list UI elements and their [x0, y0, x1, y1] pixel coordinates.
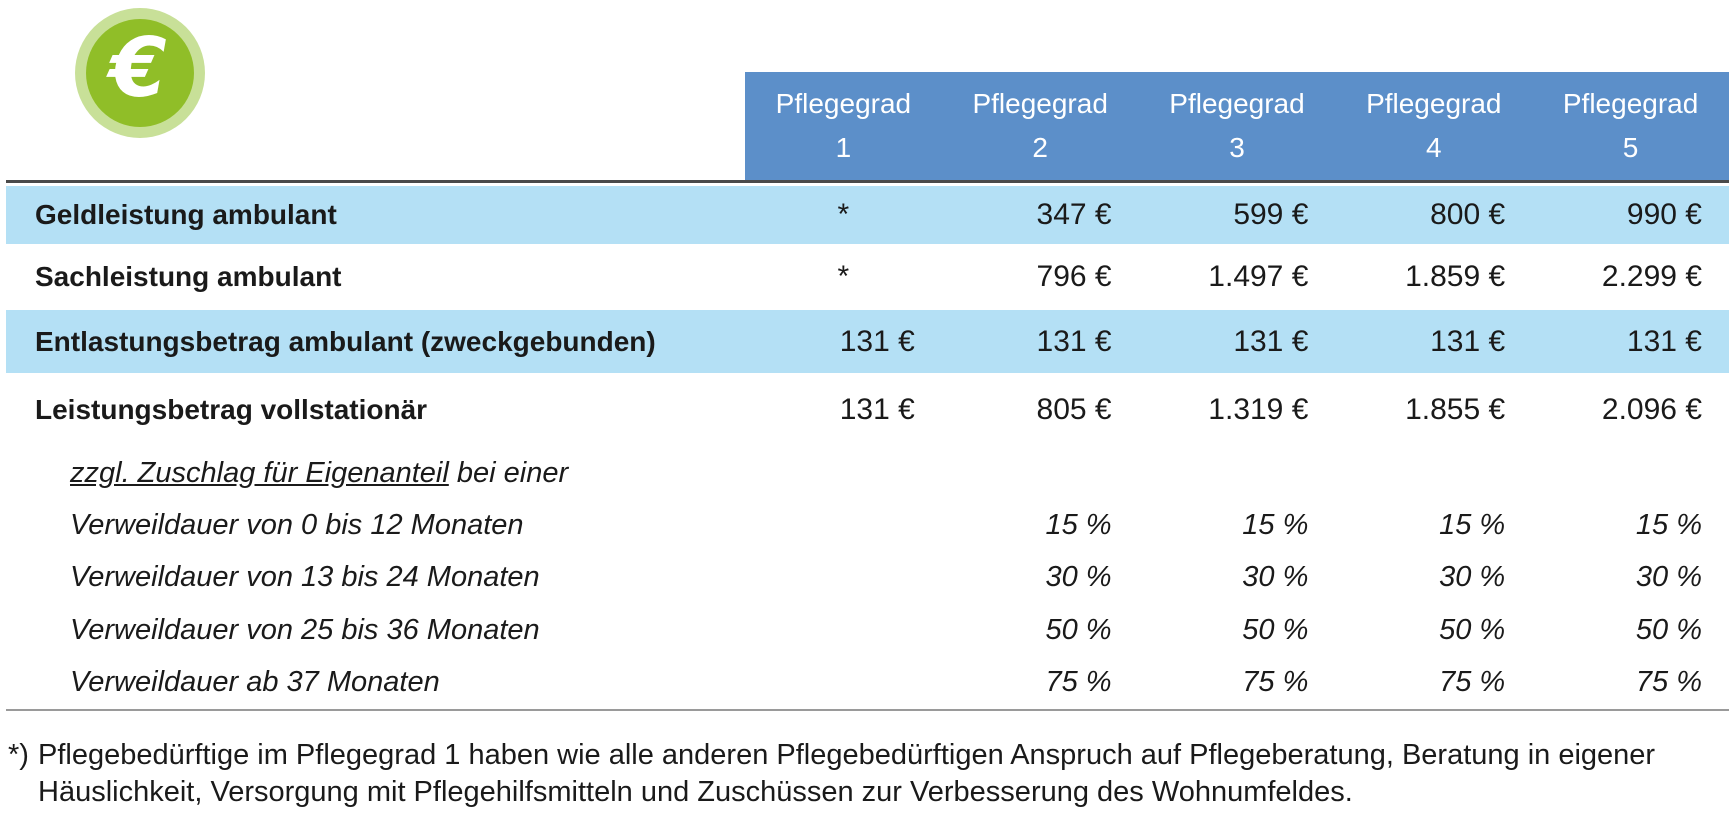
- footnote-text: Pflegebedürftige im Pflegegrad 1 haben w…: [38, 737, 1655, 811]
- cell-pg3: 50 %: [1242, 613, 1309, 646]
- cell-pg5: 131 €: [1626, 324, 1702, 358]
- cell-pg4: 131 €: [1430, 324, 1506, 358]
- table-row-entlastungsbetrag: Entlastungsbetrag ambulant (zweckgebunde…: [6, 310, 1729, 373]
- cell-pg2: 50 %: [1045, 613, 1112, 646]
- cell-pg1: *: [837, 198, 850, 231]
- cell-pg1: 131 €: [839, 393, 915, 426]
- column-header-grade: 2: [1032, 132, 1048, 163]
- row-label: Verweildauer von 13 bis 24 Monaten: [70, 561, 540, 593]
- cell-pg4: 75 %: [1439, 666, 1506, 698]
- footnote-line-2: Häuslichkeit, Versorgung mit Pflegehilfs…: [38, 776, 1353, 808]
- row-label: Leistungsbetrag vollstationär: [35, 394, 428, 425]
- cell-pg4: 1.855 €: [1405, 393, 1506, 426]
- cell-pg4: 50 %: [1439, 613, 1506, 646]
- cell-pg4: 30 %: [1439, 561, 1506, 593]
- table-row-zuschlag-eigenanteil: zzgl. Zuschlag für Eigenanteil bei einer: [6, 447, 1729, 499]
- cell-pg3: 1.497 €: [1208, 260, 1309, 293]
- cell-pg3: 15 %: [1242, 508, 1309, 541]
- cell-pg4: 1.859 €: [1405, 260, 1506, 293]
- table-row-sachleistung: Sachleistung ambulant * 796 € 1.497 € 1.…: [6, 244, 1729, 310]
- cell-pg2: 75 %: [1045, 666, 1112, 698]
- euro-icon-inner-circle: €: [86, 19, 194, 127]
- column-header-grade: 1: [835, 132, 852, 163]
- column-header-pflegegrad-2: Pflegegrad 2: [942, 72, 1139, 180]
- column-header-title: Pflegegrad: [972, 88, 1108, 119]
- table-row-leistungsbetrag: Leistungsbetrag vollstationär 131 € 805 …: [6, 373, 1729, 447]
- cell-pg5: 50 %: [1635, 613, 1702, 646]
- cell-pg2: 796 €: [1036, 260, 1112, 293]
- cell-pg5: 30 %: [1635, 561, 1702, 593]
- column-header-title: Pflegegrad: [1562, 88, 1699, 119]
- cell-pg2: 131 €: [1036, 324, 1112, 358]
- table-body: Geldleistung ambulant * 347 € 599 € 800 …: [6, 0, 1729, 824]
- column-header-pflegegrad-1: Pflegegrad 1: [745, 72, 942, 180]
- column-header-grade: 3: [1229, 132, 1245, 163]
- table-row-verweildauer-ab-37: Verweildauer ab 37 Monaten 75 % 75 % 75 …: [6, 656, 1729, 709]
- cell-pg5: 2.299 €: [1601, 260, 1702, 293]
- row-label: Verweildauer von 25 bis 36 Monaten: [70, 613, 540, 646]
- cell-pg5: 75 %: [1635, 666, 1702, 698]
- cell-pg2: 347 €: [1036, 198, 1112, 231]
- row-label: Verweildauer von 0 bis 12 Monaten: [70, 508, 524, 541]
- column-header-pflegegrad-3: Pflegegrad 3: [1139, 72, 1336, 180]
- cell-pg5: 2.096 €: [1601, 393, 1702, 426]
- footnote-line-1: Pflegebedürftige im Pflegegrad 1 haben w…: [38, 739, 1656, 771]
- cell-pg2: 30 %: [1045, 561, 1112, 593]
- column-header-title: Pflegegrad: [775, 88, 912, 119]
- table-row-geldleistung: Geldleistung ambulant * 347 € 599 € 800 …: [6, 186, 1729, 244]
- cell-pg1: *: [837, 260, 850, 293]
- footnote: *) Pflegebedürftige im Pflegegrad 1 habe…: [8, 737, 1708, 811]
- cell-pg5: 15 %: [1635, 508, 1702, 541]
- cell-pg3: 599 €: [1233, 198, 1309, 231]
- cell-pg3: 30 %: [1242, 561, 1309, 593]
- table-row-verweildauer-0-12: Verweildauer von 0 bis 12 Monaten 15 % 1…: [6, 499, 1729, 551]
- table-row-verweildauer-13-24: Verweildauer von 13 bis 24 Monaten 30 % …: [6, 551, 1729, 604]
- column-header-grade: 4: [1426, 132, 1442, 163]
- table-header-row: Pflegegrad 1 Pflegegrad 2 Pflegegrad 3 P…: [745, 72, 1729, 180]
- cell-pg3: 75 %: [1242, 666, 1309, 698]
- table-top-divider: [6, 180, 1729, 183]
- column-header-title: Pflegegrad: [1169, 88, 1305, 119]
- footnote-marker: *): [8, 739, 29, 771]
- cell-pg2: 805 €: [1036, 393, 1112, 426]
- row-label-underlined: zzgl. Zuschlag für Eigenanteil: [70, 456, 449, 489]
- row-label: Verweildauer ab 37 Monaten: [70, 666, 440, 698]
- column-header-pflegegrad-5: Pflegegrad 5: [1532, 72, 1729, 180]
- row-label: Sachleistung ambulant: [35, 261, 342, 292]
- table-row-verweildauer-25-36: Verweildauer von 25 bis 36 Monaten 50 % …: [6, 604, 1729, 656]
- cell-pg4: 800 €: [1430, 198, 1506, 231]
- column-header-pflegegrad-4: Pflegegrad 4: [1335, 72, 1532, 180]
- table-bottom-divider: [6, 709, 1729, 711]
- row-label: zzgl. Zuschlag für Eigenanteil bei einer: [6, 457, 745, 490]
- row-label: Entlastungsbetrag ambulant (zweckgebunde…: [35, 325, 656, 357]
- column-header-grade: 5: [1622, 132, 1639, 163]
- row-label: Geldleistung ambulant: [35, 199, 337, 230]
- euro-symbol: €: [109, 21, 167, 116]
- cell-pg1: 131 €: [839, 324, 915, 358]
- cell-pg2: 15 %: [1045, 508, 1112, 541]
- cell-pg4: 15 %: [1439, 508, 1506, 541]
- cell-pg3: 131 €: [1233, 324, 1309, 358]
- cell-pg5: 990 €: [1626, 198, 1702, 231]
- column-header-title: Pflegegrad: [1366, 88, 1502, 119]
- euro-icon: €: [75, 8, 205, 138]
- cell-pg3: 1.319 €: [1208, 393, 1309, 426]
- row-label-rest: bei einer: [448, 456, 569, 489]
